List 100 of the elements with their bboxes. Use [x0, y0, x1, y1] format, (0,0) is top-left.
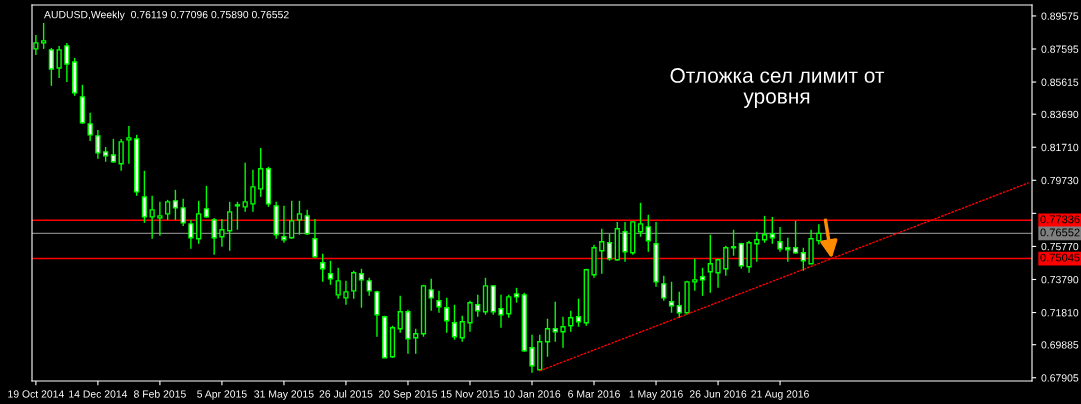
candlestick: [234, 201, 241, 231]
candlestick: [444, 297, 450, 334]
candlestick: [351, 270, 357, 300]
x-tick-label: 20 Sep 2015: [378, 390, 438, 400]
candlestick: [165, 199, 171, 221]
y-tick-label: 0.89575: [1041, 12, 1079, 20]
x-tick-label: 26 Jul 2015: [319, 390, 373, 398]
candlestick: [459, 315, 465, 343]
candlestick: [506, 294, 512, 319]
candlestick: [606, 233, 613, 262]
candlestick: [343, 280, 349, 306]
candlestick: [374, 290, 380, 338]
x-tick-label: 5 Apr 2015: [197, 390, 247, 400]
candlestick: [428, 278, 434, 312]
candlestick: [552, 300, 558, 343]
candlestick: [219, 218, 225, 248]
candlestick: [777, 226, 783, 253]
candlestick: [56, 45, 62, 79]
candlestick: [335, 267, 341, 300]
candlestick: [800, 247, 806, 272]
candlestick: [118, 138, 124, 172]
x-tick-label: 26 Jun 2016: [689, 390, 747, 398]
candlestick: [769, 216, 775, 245]
candlestick: [242, 162, 248, 213]
x-tick-label: 8 Feb 2015: [134, 390, 186, 398]
candlestick: [792, 220, 799, 255]
candlestick: [327, 260, 334, 286]
ref-line-label: 0.76552: [1040, 228, 1080, 237]
candlestick: [296, 200, 303, 236]
x-tick-label: 1 May 2016: [629, 390, 683, 400]
text: AUDUSD,Weekly 0.76119 0.77096 0.75890 0.76552: [44, 10, 289, 21]
candlestick: [180, 198, 186, 227]
candlestick: [661, 275, 667, 302]
ref-line-label: 0.77336: [1040, 215, 1080, 224]
candlestick: [304, 209, 310, 236]
y-tick-label: 0.67905: [1041, 374, 1079, 382]
candlestick: [637, 202, 644, 238]
candlestick: [87, 112, 93, 142]
candlestick: [761, 215, 768, 244]
candlestick: [172, 189, 179, 221]
y-tick-label: 0.85615: [1041, 78, 1079, 86]
candlestick: [289, 200, 295, 240]
candlestick: [816, 223, 822, 246]
candlestick: [738, 242, 744, 270]
candlestick: [40, 22, 47, 50]
candlestick: [281, 205, 287, 244]
x-tick-label: 14 Dec 2014: [69, 390, 128, 398]
candlestick: [64, 42, 70, 83]
candlestick: [730, 229, 737, 257]
x-tick-label: 6 Mar 2016: [568, 390, 620, 398]
candlestick: [188, 219, 194, 250]
candlestick: [211, 217, 217, 256]
candlestick: [475, 294, 481, 318]
candlestick: [451, 304, 458, 341]
candlestick: [676, 291, 682, 319]
y-tick-label: 0.83690: [1041, 110, 1079, 119]
candlestick: [668, 281, 675, 314]
candlestick: [358, 268, 365, 309]
candlestick: [560, 316, 566, 349]
x-tick-label: 10 Jan 2016: [504, 390, 561, 398]
candlestick: [157, 201, 163, 237]
candlestick: [227, 201, 233, 252]
candlestick: [126, 125, 132, 165]
candlestick: [645, 214, 651, 253]
candlestick: [754, 231, 760, 263]
candlestick: [568, 310, 574, 333]
candlestick: [699, 267, 706, 297]
candlestick: [258, 147, 264, 198]
candlestick: [320, 253, 326, 283]
candlestick: [575, 297, 582, 328]
candlestick: [529, 334, 535, 374]
x-tick-label: 21 Aug 2016: [751, 390, 809, 400]
candlestick: [544, 318, 551, 358]
candlestick: [715, 258, 721, 289]
candlestick: [692, 258, 698, 292]
candlestick: [397, 295, 403, 334]
candlestick: [366, 277, 372, 297]
x-tick-label: 31 May 2015: [254, 390, 314, 400]
y-tick-label: 0.81710: [1041, 143, 1079, 152]
y-tick-label: 0.75770: [1041, 242, 1079, 251]
candlestick: [149, 195, 155, 240]
candlestick: [436, 290, 442, 314]
candlestick: [785, 237, 791, 263]
y-tick-label: 0.87595: [1041, 45, 1079, 53]
y-tick-label: 0.71810: [1041, 309, 1079, 317]
x-tick-label: 15 Nov 2015: [441, 390, 500, 398]
candlestick: [723, 245, 729, 277]
candlestick: [622, 221, 628, 263]
y-tick-label: 0.79730: [1041, 176, 1079, 185]
candlestick: [203, 185, 210, 219]
candlestick: [33, 34, 39, 56]
candlestick: [141, 170, 148, 224]
candlestick: [110, 138, 117, 164]
candlestick: [48, 47, 55, 87]
candlestick: [467, 299, 473, 333]
x-tick-label: 19 Oct 2014: [8, 390, 64, 398]
candlestick: [95, 129, 101, 160]
candlestick: [413, 328, 419, 355]
y-tick-label: 0.69885: [1041, 341, 1079, 349]
candlestick: [250, 169, 256, 213]
